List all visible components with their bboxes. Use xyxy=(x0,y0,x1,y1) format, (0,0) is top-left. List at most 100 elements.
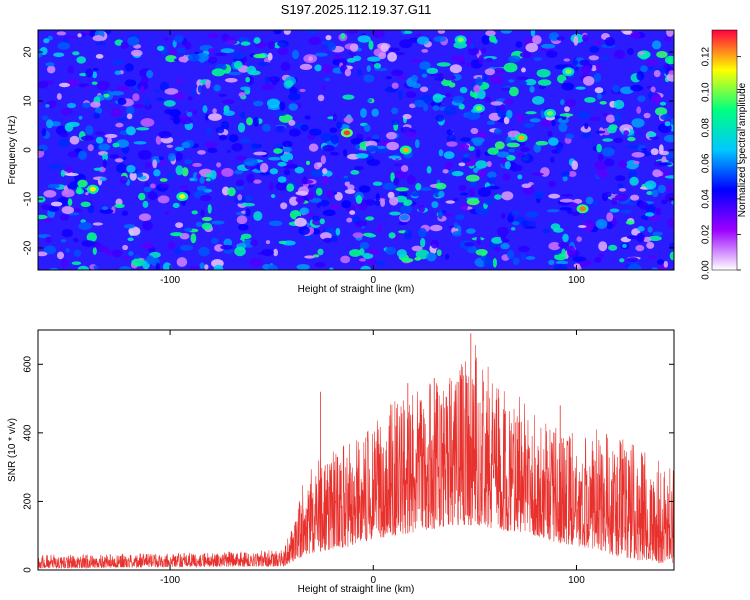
heatmap-cell xyxy=(128,251,134,256)
heatmap-cell xyxy=(206,127,211,136)
heatmap-cell xyxy=(160,159,165,167)
heatmap-cell xyxy=(593,257,602,263)
heatmap-cell xyxy=(386,131,397,140)
heatmap-cell xyxy=(515,41,523,48)
heatmap-cell xyxy=(636,232,645,243)
heatmap-cells xyxy=(38,30,674,270)
heatmap-cell xyxy=(435,114,445,122)
heatmap-cell xyxy=(174,35,184,43)
heatmap-cell xyxy=(150,183,156,189)
heatmap-cell xyxy=(410,74,418,82)
heatmap-cell xyxy=(241,202,256,207)
colorbar-tick-label: 0.02 xyxy=(701,224,712,244)
heatmap-cell xyxy=(489,35,496,43)
heatmap-cell xyxy=(452,95,465,104)
heatmap-cell xyxy=(466,62,471,68)
heatmap-cell xyxy=(251,143,263,149)
heatmap-cell xyxy=(506,142,520,148)
heatmap-cell xyxy=(292,49,299,60)
heatmap-cell xyxy=(43,190,57,198)
heatmap-cell xyxy=(80,201,91,208)
heatmap-cell xyxy=(158,183,170,189)
heatmap-cell xyxy=(548,259,555,265)
heatmap-y-tick-label: -20 xyxy=(23,240,34,255)
heatmap-cell xyxy=(592,201,598,206)
heatmap-cell xyxy=(298,226,310,236)
heatmap-y-tick-label: 0 xyxy=(23,147,34,153)
heatmap-cell xyxy=(106,137,112,144)
heatmap-cell xyxy=(628,263,642,270)
heatmap-cell xyxy=(548,137,559,146)
heatmap-cell xyxy=(226,149,232,153)
line-y-tick-label: 400 xyxy=(23,424,34,441)
heatmap-cell xyxy=(636,71,645,81)
heatmap-cell xyxy=(646,85,652,89)
heatmap-cell xyxy=(663,134,674,143)
heatmap-cell xyxy=(273,148,283,154)
heatmap-cell xyxy=(433,36,447,42)
heatmap-cell xyxy=(651,267,658,270)
heatmap-cell xyxy=(486,120,496,125)
heatmap-cell xyxy=(296,264,310,270)
heatmap-cell xyxy=(56,31,67,36)
heatmap-cell xyxy=(72,51,80,56)
heatmap-cell xyxy=(661,199,668,205)
heatmap-cell xyxy=(485,30,496,37)
heatmap-cell xyxy=(59,132,69,138)
heatmap-cell xyxy=(466,198,480,206)
heatmap-cell xyxy=(280,152,294,162)
heatmap-cell xyxy=(146,255,155,265)
heatmap-cell xyxy=(225,36,238,46)
heatmap-cell xyxy=(347,184,355,191)
heatmap-cell xyxy=(466,174,480,182)
heatmap-cell xyxy=(647,255,657,259)
heatmap-cell xyxy=(46,119,54,129)
heatmap-cell xyxy=(507,215,514,223)
heatmap-cell xyxy=(366,159,381,166)
heatmap-cell xyxy=(387,52,397,62)
heatmap-cell xyxy=(202,105,208,114)
heatmap-cell xyxy=(442,169,449,174)
heatmap-cell xyxy=(431,201,439,209)
heatmap-cell xyxy=(144,162,152,169)
heatmap-cell xyxy=(181,167,189,177)
heatmap-cell xyxy=(551,119,556,127)
heatmap-cell xyxy=(349,210,356,215)
heatmap-cell xyxy=(391,107,399,115)
heatmap-cell xyxy=(458,184,467,191)
heatmap-cell xyxy=(639,201,649,210)
heatmap-cell xyxy=(317,94,325,102)
heatmap-cell xyxy=(560,170,570,177)
heatmap-cell xyxy=(663,36,672,42)
heatmap-cell xyxy=(661,156,667,165)
heatmap-cell xyxy=(81,102,92,109)
heatmap-cell xyxy=(268,156,281,161)
heatmap-cell xyxy=(503,99,514,105)
heatmap-cell xyxy=(164,210,170,215)
heatmap-cell xyxy=(275,182,289,191)
heatmap-cell xyxy=(363,124,371,132)
heatmap-cell xyxy=(671,200,674,205)
heatmap-cell xyxy=(273,248,278,257)
heatmap-cell xyxy=(459,192,469,196)
heatmap-cell xyxy=(500,212,506,219)
heatmap-cell xyxy=(490,101,503,106)
heatmap-cell xyxy=(179,118,193,125)
heatmap-cell xyxy=(548,32,560,42)
heatmap-cell xyxy=(123,224,135,229)
line-y-tick-label: 200 xyxy=(23,493,34,510)
heatmap-cell xyxy=(133,254,141,259)
heatmap-cell xyxy=(127,237,134,242)
heatmap-cell xyxy=(138,213,152,221)
heatmap-cell xyxy=(612,84,620,93)
heatmap-cell xyxy=(535,140,549,146)
heatmap-cell xyxy=(533,57,543,61)
heatmap-cell xyxy=(122,156,127,160)
heatmap-cell xyxy=(542,228,551,234)
heatmap-cell xyxy=(446,129,454,136)
heatmap-cell xyxy=(133,141,147,145)
heatmap-cell xyxy=(216,162,222,168)
heatmap-cell xyxy=(281,140,293,148)
heatmap-cell xyxy=(460,137,471,142)
heatmap-cell xyxy=(490,74,503,85)
